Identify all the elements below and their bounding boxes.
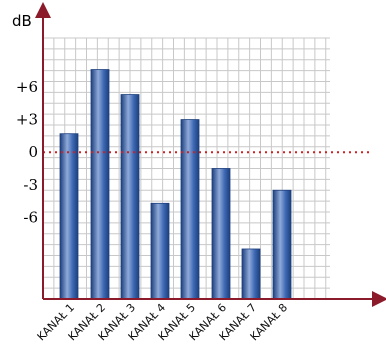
bar-1 [59, 133, 79, 300]
bar-5 [180, 119, 200, 300]
y-tick-label: -3 [23, 176, 38, 194]
y-tick-labels: +6 +3 0 -3 -6 [16, 78, 38, 227]
bar-4 [150, 202, 170, 300]
y-tick-label: +6 [16, 78, 38, 96]
bar-8 [272, 189, 292, 300]
y-axis-label: dB [12, 12, 32, 30]
bar-3 [120, 94, 140, 300]
bar-2 [90, 69, 110, 300]
y-tick-label: -6 [23, 208, 38, 226]
bar-6 [211, 168, 231, 300]
y-tick-label: 0 [28, 143, 38, 161]
bars-group [59, 69, 292, 300]
y-tick-label: +3 [16, 111, 38, 129]
bar-7 [241, 248, 261, 300]
